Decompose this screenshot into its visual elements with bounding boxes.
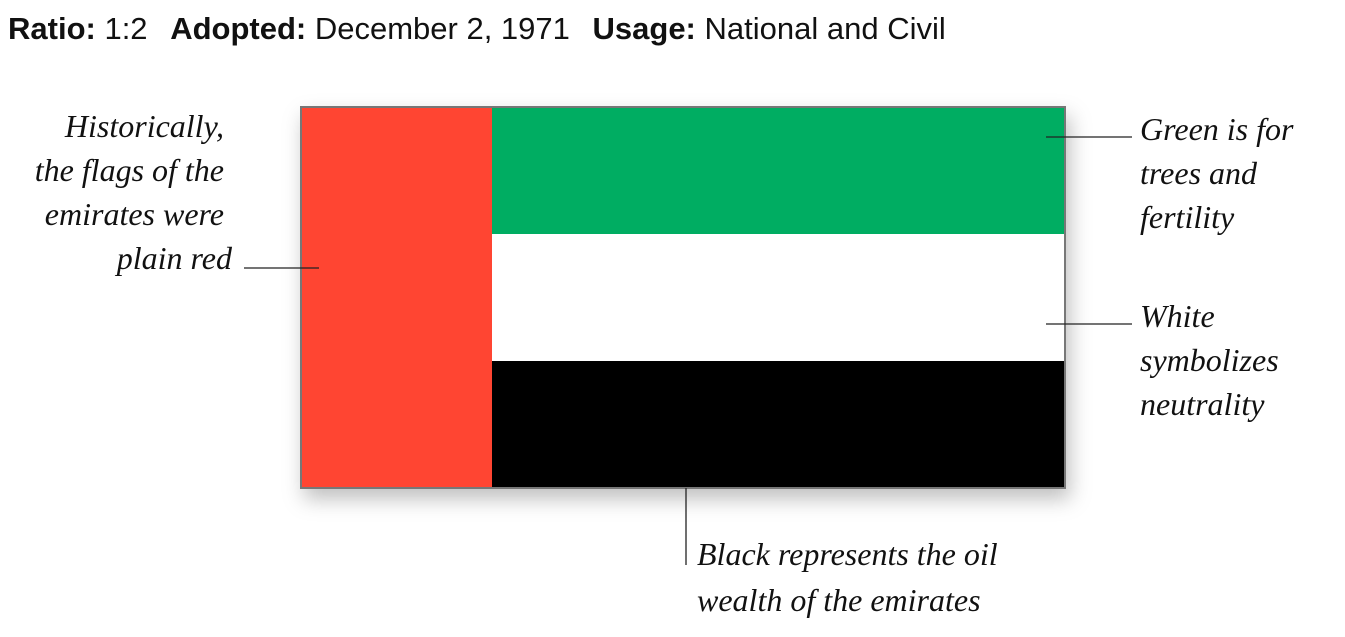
note-line: Historically, <box>64 108 224 144</box>
note-line: fertility <box>1140 199 1235 235</box>
ratio: 1:2 <box>104 11 147 46</box>
note-line: the flags of the <box>35 152 224 188</box>
adopted-label: Adopted: <box>170 11 306 46</box>
note-line: Black represents the oil <box>697 536 998 572</box>
usage-label: Usage: <box>593 11 696 46</box>
black-band <box>492 361 1064 487</box>
green-band <box>492 108 1064 234</box>
note-line: neutrality <box>1140 386 1265 422</box>
note-line: emirates were <box>45 196 224 232</box>
white-band <box>492 234 1064 361</box>
note-line: plain red <box>115 240 233 276</box>
red-band <box>302 108 492 487</box>
usage: National and Civil <box>705 11 946 46</box>
adopted: December 2, 1971 <box>315 11 570 46</box>
ratio-label: Ratio: <box>8 11 96 46</box>
note-line: Green is for <box>1140 111 1294 147</box>
green-note: Green is for trees and fertility <box>1140 111 1301 235</box>
flag <box>300 106 1066 489</box>
note-line: trees and <box>1140 155 1258 191</box>
header: Ratio: 1:2 Adopted: December 2, 1971 Usa… <box>8 11 946 46</box>
note-line: White <box>1140 298 1215 334</box>
red-note: Historically, the flags of the emirates … <box>35 108 233 276</box>
note-line: wealth of the emirates <box>697 582 981 618</box>
note-line: symbolizes <box>1140 342 1279 378</box>
black-note: Black represents the oil wealth of the e… <box>697 536 1006 618</box>
white-note: White symbolizes neutrality <box>1140 298 1287 422</box>
